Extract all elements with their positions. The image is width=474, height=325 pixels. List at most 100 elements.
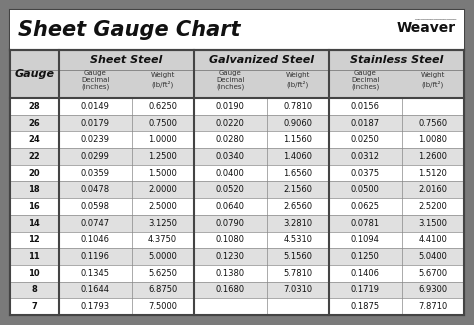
- Text: 2.0160: 2.0160: [419, 185, 447, 194]
- Text: Gauge: Gauge: [14, 69, 55, 79]
- Text: 0.1793: 0.1793: [81, 302, 109, 311]
- Text: 1.1560: 1.1560: [283, 135, 312, 144]
- Text: 20: 20: [28, 169, 40, 178]
- Bar: [10, 265, 464, 282]
- Text: 0.1080: 0.1080: [216, 235, 245, 244]
- Text: 0.1196: 0.1196: [81, 252, 109, 261]
- Text: 0.1680: 0.1680: [216, 285, 245, 294]
- Text: 3.2810: 3.2810: [283, 219, 312, 228]
- Text: Weight
(lb/ft²): Weight (lb/ft²): [151, 72, 175, 87]
- Text: Stainless Steel: Stainless Steel: [350, 55, 443, 65]
- Text: 1.2500: 1.2500: [148, 152, 177, 161]
- Text: 0.0781: 0.0781: [351, 219, 380, 228]
- Bar: [10, 10, 464, 50]
- Text: 0.7810: 0.7810: [283, 102, 312, 111]
- Text: 6.9300: 6.9300: [419, 285, 447, 294]
- Bar: [10, 181, 464, 198]
- Text: 0.1230: 0.1230: [216, 252, 245, 261]
- Text: 6.8750: 6.8750: [148, 285, 177, 294]
- Text: 0.0747: 0.0747: [81, 219, 109, 228]
- Text: 0.0299: 0.0299: [81, 152, 109, 161]
- Text: 0.0598: 0.0598: [81, 202, 109, 211]
- Bar: [10, 98, 464, 115]
- Text: 7: 7: [31, 302, 37, 311]
- Text: 0.0790: 0.0790: [216, 219, 245, 228]
- Text: 0.0250: 0.0250: [351, 135, 380, 144]
- Text: 0.1094: 0.1094: [351, 235, 380, 244]
- Text: 1.0080: 1.0080: [419, 135, 447, 144]
- Text: 0.0478: 0.0478: [81, 185, 109, 194]
- Text: 0.0187: 0.0187: [351, 119, 380, 127]
- Text: 0.0640: 0.0640: [216, 202, 245, 211]
- Text: 0.0156: 0.0156: [351, 102, 380, 111]
- Bar: [10, 165, 464, 181]
- Text: 14: 14: [28, 219, 40, 228]
- Text: 10: 10: [28, 269, 40, 278]
- Text: 4.4100: 4.4100: [419, 235, 447, 244]
- Text: ─────────────: ─────────────: [414, 18, 456, 22]
- Text: 5.6250: 5.6250: [148, 269, 177, 278]
- Bar: [10, 148, 464, 165]
- Bar: [10, 115, 464, 131]
- Text: 0.0220: 0.0220: [216, 119, 245, 127]
- Text: 2.5200: 2.5200: [419, 202, 447, 211]
- Text: 0.6250: 0.6250: [148, 102, 177, 111]
- Text: 0.7560: 0.7560: [419, 119, 447, 127]
- Text: Weaver: Weaver: [397, 21, 456, 35]
- Text: 0.1644: 0.1644: [81, 285, 109, 294]
- Text: 2.5000: 2.5000: [148, 202, 177, 211]
- Text: 3.1250: 3.1250: [148, 219, 177, 228]
- Text: 7.0310: 7.0310: [283, 285, 312, 294]
- Text: 5.0400: 5.0400: [419, 252, 447, 261]
- Text: 0.1250: 0.1250: [351, 252, 380, 261]
- Text: Weight
(lb/ft²): Weight (lb/ft²): [286, 72, 310, 87]
- Text: 0.0375: 0.0375: [351, 169, 380, 178]
- Bar: [10, 198, 464, 215]
- Text: 0.9060: 0.9060: [283, 119, 312, 127]
- Text: 0.0520: 0.0520: [216, 185, 245, 194]
- Bar: [10, 70, 464, 98]
- Text: Gauge
Decimal
(inches): Gauge Decimal (inches): [81, 70, 109, 90]
- Text: 0.7500: 0.7500: [148, 119, 177, 127]
- Text: 0.0149: 0.0149: [81, 102, 109, 111]
- Text: 28: 28: [28, 102, 40, 111]
- Bar: [10, 131, 464, 148]
- Text: 0.1380: 0.1380: [216, 269, 245, 278]
- Text: 0.0625: 0.0625: [351, 202, 380, 211]
- Text: 11: 11: [28, 252, 40, 261]
- Bar: [10, 282, 464, 298]
- Bar: [10, 248, 464, 265]
- Text: 24: 24: [28, 135, 40, 144]
- Text: Sheet Gauge Chart: Sheet Gauge Chart: [18, 20, 240, 40]
- Text: 7.5000: 7.5000: [148, 302, 177, 311]
- Text: Gauge
Decimal
(inches): Gauge Decimal (inches): [216, 70, 245, 90]
- Text: 0.0500: 0.0500: [351, 185, 380, 194]
- Text: 18: 18: [28, 185, 40, 194]
- Text: 1.6560: 1.6560: [283, 169, 312, 178]
- Text: 0.0190: 0.0190: [216, 102, 245, 111]
- Text: 4.3750: 4.3750: [148, 235, 177, 244]
- Text: 0.0400: 0.0400: [216, 169, 245, 178]
- Text: Weight
(lb/ft²): Weight (lb/ft²): [421, 72, 445, 87]
- Text: 0.0359: 0.0359: [81, 169, 109, 178]
- Text: 7.8710: 7.8710: [418, 302, 447, 311]
- Text: 1.4060: 1.4060: [283, 152, 312, 161]
- Text: 0.1719: 0.1719: [351, 285, 380, 294]
- Text: 26: 26: [28, 119, 40, 127]
- Text: 0.0340: 0.0340: [216, 152, 245, 161]
- Text: 1.5120: 1.5120: [419, 169, 447, 178]
- Text: 5.6700: 5.6700: [419, 269, 447, 278]
- Text: Sheet Steel: Sheet Steel: [90, 55, 163, 65]
- Bar: [10, 298, 464, 315]
- Text: 2.6560: 2.6560: [283, 202, 312, 211]
- Text: 0.0280: 0.0280: [216, 135, 245, 144]
- Text: 4.5310: 4.5310: [283, 235, 312, 244]
- Text: 1.5000: 1.5000: [148, 169, 177, 178]
- Text: 0.1046: 0.1046: [81, 235, 109, 244]
- Text: 16: 16: [28, 202, 40, 211]
- Text: 0.1345: 0.1345: [81, 269, 109, 278]
- Text: 2.1560: 2.1560: [283, 185, 312, 194]
- Text: 0.0312: 0.0312: [351, 152, 380, 161]
- Text: 5.7810: 5.7810: [283, 269, 312, 278]
- Bar: [10, 215, 464, 231]
